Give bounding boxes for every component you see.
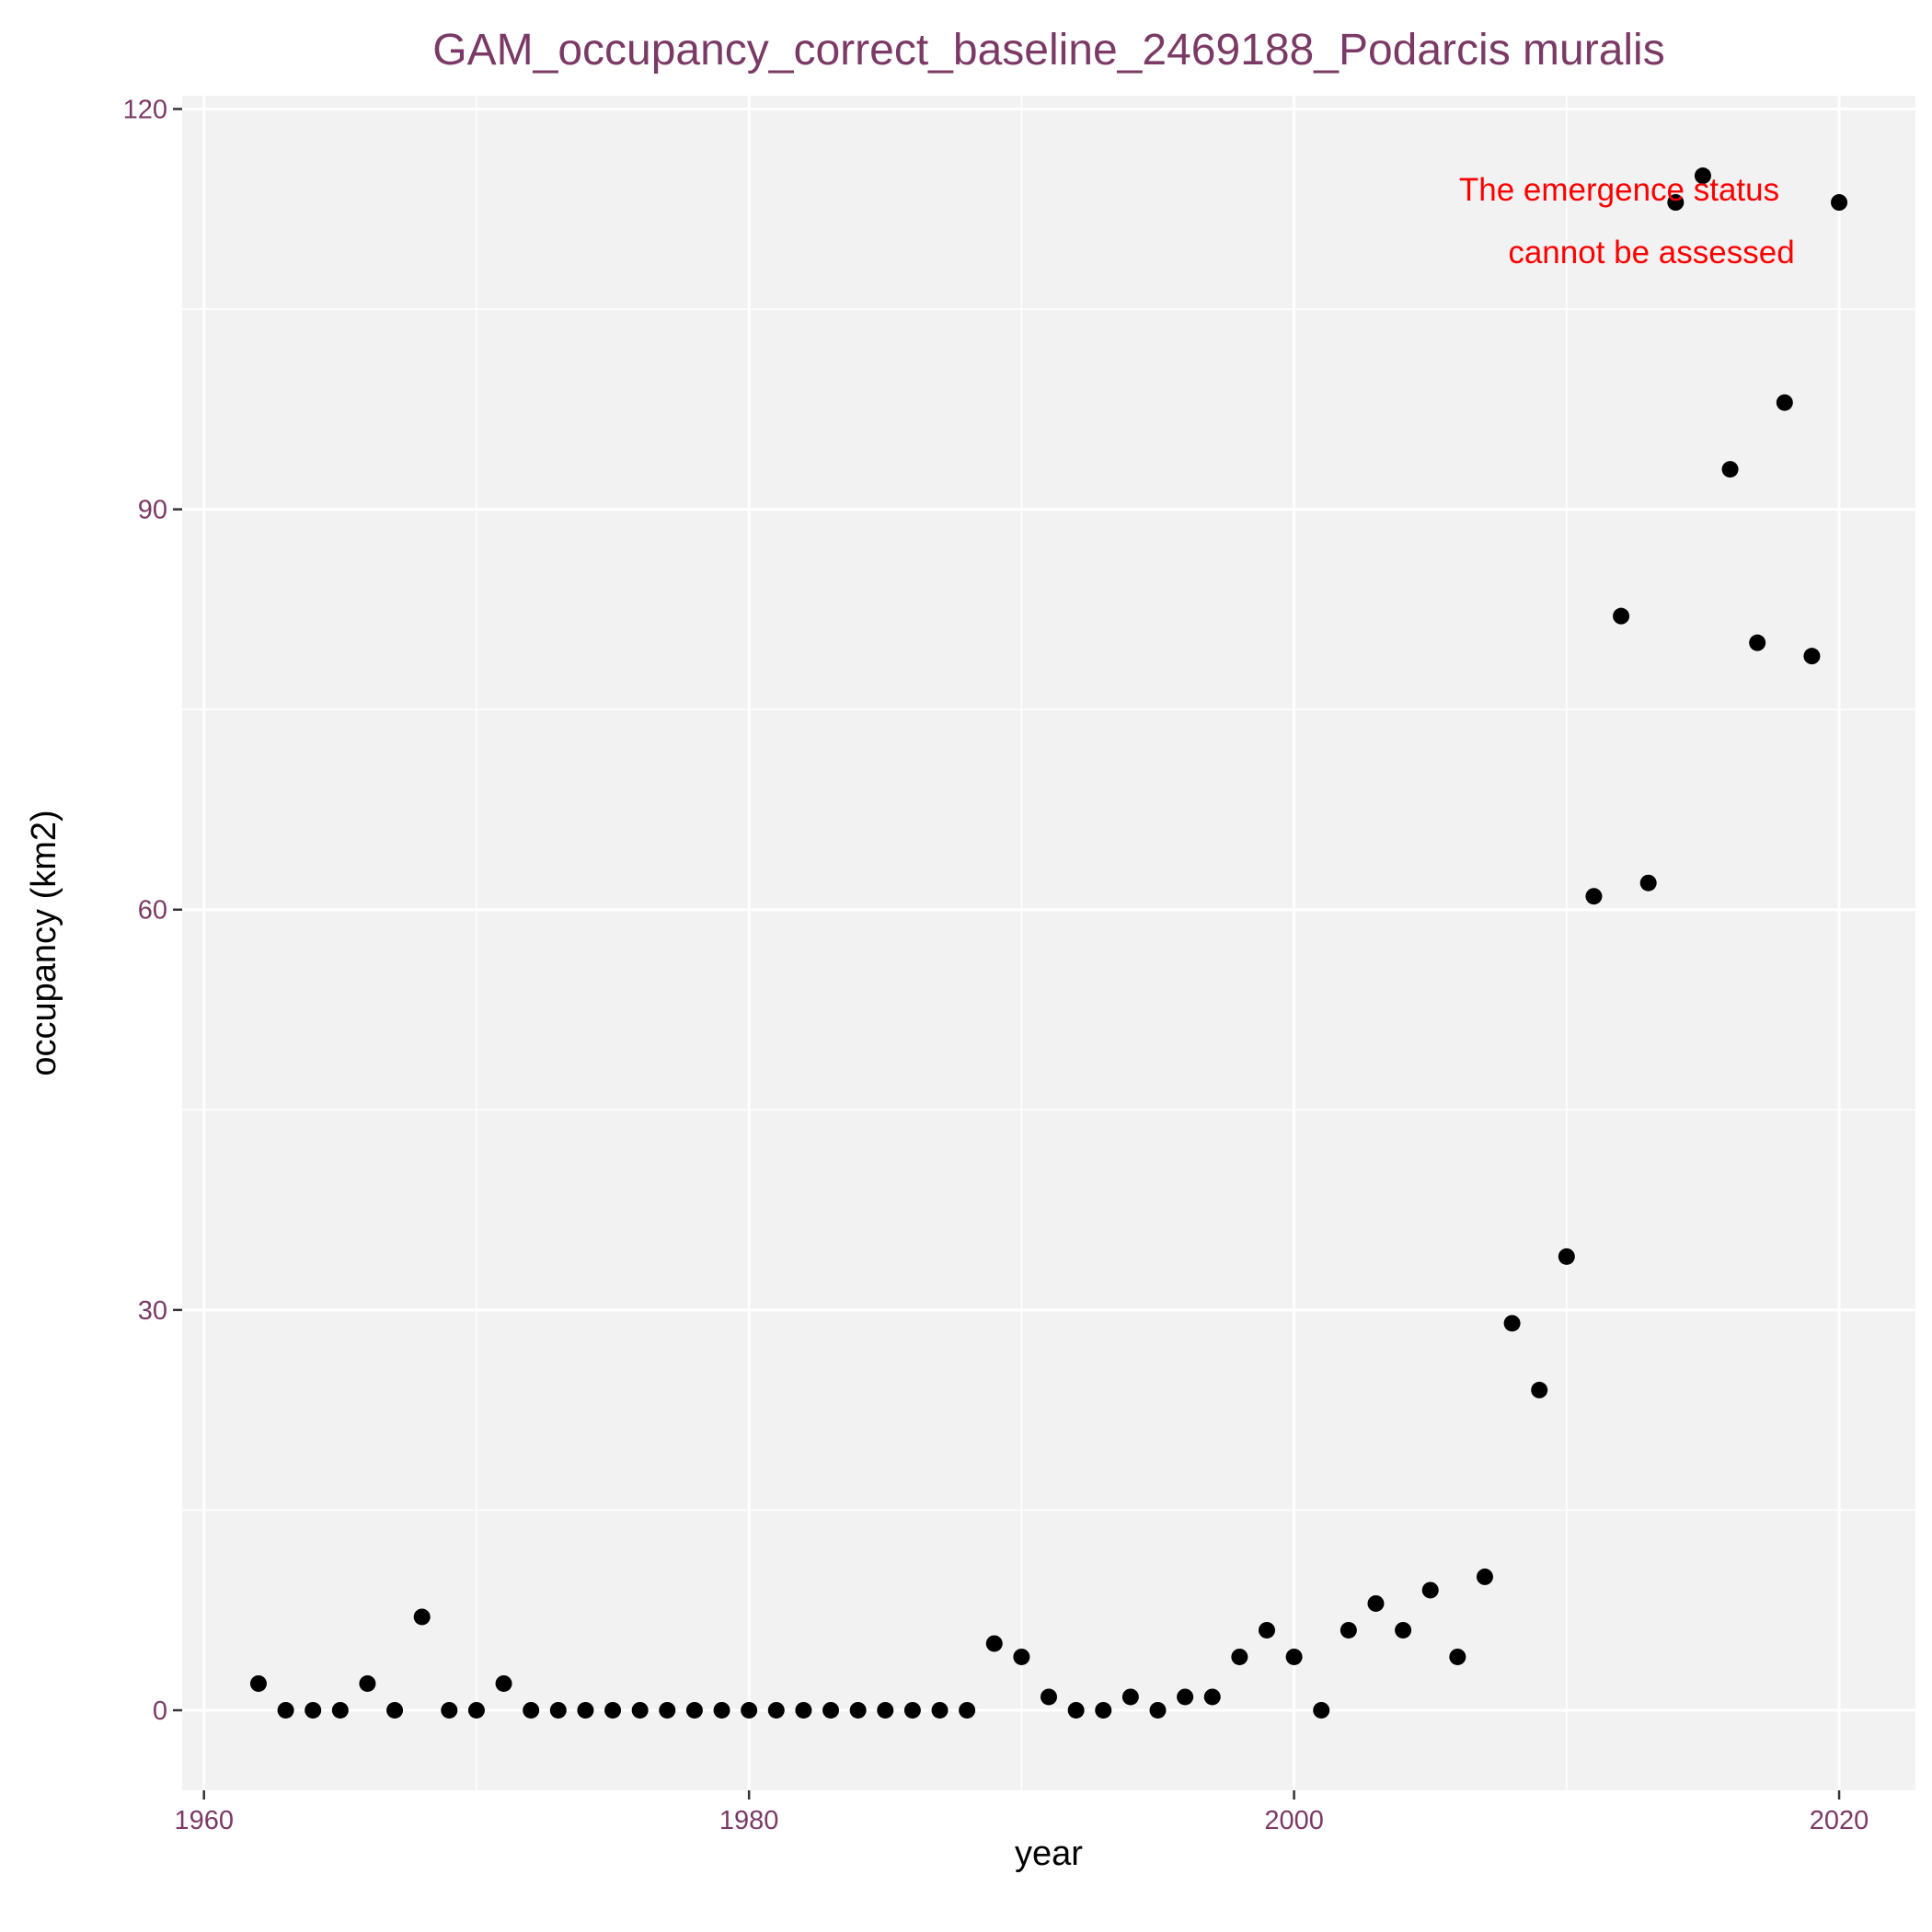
y-tick-label: 90 bbox=[138, 496, 167, 525]
data-point bbox=[1340, 1621, 1357, 1639]
data-point bbox=[1041, 1688, 1057, 1706]
x-tick-label: 2000 bbox=[1264, 1806, 1324, 1835]
data-point bbox=[1149, 1701, 1167, 1719]
data-point bbox=[1231, 1648, 1248, 1665]
minor-gridlines bbox=[182, 96, 1915, 1790]
data-point bbox=[1421, 1581, 1439, 1599]
x-tick-label: 2020 bbox=[1810, 1806, 1869, 1835]
data-point bbox=[1013, 1648, 1030, 1665]
data-point bbox=[1558, 1248, 1575, 1265]
data-point bbox=[985, 1635, 1003, 1652]
data-point bbox=[249, 1674, 267, 1692]
data-point bbox=[441, 1701, 458, 1719]
y-axis: 0 30 60 90 120 bbox=[123, 96, 182, 1726]
data-point bbox=[1258, 1621, 1275, 1639]
data-point bbox=[413, 1608, 431, 1626]
data-point bbox=[1503, 1315, 1521, 1332]
data-point bbox=[795, 1701, 812, 1719]
x-tick-label: 1980 bbox=[719, 1806, 779, 1835]
y-tick-label: 60 bbox=[138, 896, 167, 926]
y-tick-label: 0 bbox=[153, 1696, 167, 1726]
data-point bbox=[386, 1701, 404, 1719]
data-point bbox=[1776, 394, 1793, 411]
data-point bbox=[1613, 607, 1630, 625]
data-point bbox=[1585, 888, 1603, 905]
data-point bbox=[331, 1701, 349, 1719]
data-point bbox=[631, 1701, 649, 1719]
data-point bbox=[604, 1701, 622, 1719]
data-point bbox=[1449, 1648, 1466, 1665]
data-point bbox=[1721, 461, 1739, 478]
annotation-line-2: cannot be assessed bbox=[1508, 235, 1794, 270]
y-axis-title: occupancy (km2) bbox=[25, 810, 63, 1075]
x-tick-label: 1960 bbox=[174, 1806, 234, 1835]
data-point bbox=[1067, 1701, 1085, 1719]
data-point bbox=[1367, 1594, 1385, 1612]
data-point bbox=[659, 1701, 676, 1719]
data-point bbox=[359, 1674, 376, 1692]
data-point bbox=[1831, 194, 1848, 212]
y-tick-label: 30 bbox=[138, 1296, 167, 1326]
data-point bbox=[1476, 1568, 1493, 1585]
data-point bbox=[1639, 874, 1657, 891]
y-tick-label: 120 bbox=[123, 96, 167, 125]
chart-title: GAM_occupancy_correct_baseline_2469188_P… bbox=[432, 26, 1664, 75]
data-point bbox=[1285, 1648, 1303, 1665]
data-point bbox=[713, 1701, 730, 1719]
data-point bbox=[767, 1701, 785, 1719]
data-point bbox=[822, 1701, 840, 1719]
data-point bbox=[1531, 1381, 1548, 1398]
data-point bbox=[1395, 1621, 1412, 1639]
data-point bbox=[277, 1701, 294, 1719]
data-point bbox=[549, 1701, 567, 1719]
data-point bbox=[1803, 648, 1821, 665]
data-point bbox=[1313, 1701, 1330, 1719]
data-point bbox=[1203, 1688, 1221, 1706]
annotation-line-1: The emergence status bbox=[1459, 172, 1779, 208]
x-axis-title: year bbox=[1015, 1834, 1083, 1873]
data-point bbox=[577, 1701, 594, 1719]
data-point bbox=[685, 1701, 703, 1719]
data-point bbox=[903, 1701, 921, 1719]
data-point bbox=[523, 1701, 540, 1719]
data-point bbox=[1095, 1701, 1112, 1719]
data-point bbox=[1749, 634, 1766, 651]
x-axis: 1960 1980 2000 2020 bbox=[174, 1790, 1869, 1835]
data-point bbox=[849, 1701, 867, 1719]
data-point bbox=[1694, 167, 1711, 185]
plot-panel bbox=[182, 96, 1915, 1790]
data-point bbox=[305, 1701, 322, 1719]
data-point bbox=[931, 1701, 949, 1719]
data-point bbox=[467, 1701, 485, 1719]
data-point bbox=[741, 1701, 758, 1719]
data-points bbox=[249, 167, 1848, 1719]
data-point bbox=[1177, 1688, 1194, 1706]
data-point bbox=[959, 1701, 976, 1719]
data-point bbox=[1667, 194, 1685, 212]
data-point bbox=[877, 1701, 894, 1719]
data-point bbox=[495, 1674, 512, 1692]
data-point bbox=[1121, 1688, 1139, 1706]
